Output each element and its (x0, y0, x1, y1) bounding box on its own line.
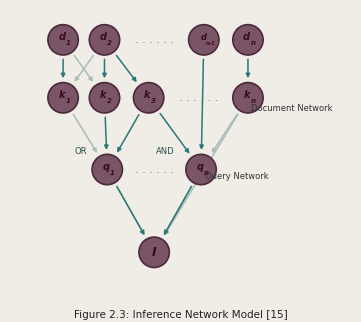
Text: 1: 1 (110, 170, 115, 176)
Circle shape (48, 25, 78, 55)
Text: q: q (103, 162, 109, 172)
Text: Query Network: Query Network (205, 172, 269, 181)
Text: 2: 2 (107, 40, 112, 46)
Circle shape (186, 154, 216, 185)
Circle shape (233, 83, 263, 113)
Text: n: n (204, 170, 209, 176)
Text: OR: OR (74, 147, 87, 156)
Circle shape (48, 83, 78, 113)
Circle shape (134, 83, 164, 113)
Text: n: n (251, 98, 256, 104)
Text: n: n (251, 40, 256, 46)
Text: n-1: n-1 (206, 42, 216, 46)
Text: k: k (144, 90, 151, 100)
Circle shape (189, 25, 219, 55)
Text: Document Network: Document Network (251, 104, 332, 113)
Circle shape (233, 25, 263, 55)
Circle shape (89, 83, 119, 113)
Text: . . . . . .: . . . . . . (135, 35, 174, 45)
Text: d: d (243, 32, 250, 42)
Circle shape (89, 25, 119, 55)
Text: q: q (196, 162, 203, 172)
Text: Figure 2.3: Inference Network Model [15]: Figure 2.3: Inference Network Model [15] (74, 310, 287, 320)
Text: . . . . . .: . . . . . . (135, 165, 174, 175)
Text: 2: 2 (107, 98, 112, 104)
Text: d: d (58, 32, 65, 42)
Text: AND: AND (156, 147, 175, 156)
Text: d: d (201, 33, 207, 42)
Circle shape (139, 237, 169, 268)
Text: I: I (152, 246, 156, 259)
Circle shape (92, 154, 122, 185)
Text: 1: 1 (66, 40, 70, 46)
Text: . . . . . .: . . . . . . (179, 93, 218, 103)
Text: d: d (100, 32, 106, 42)
Text: 3: 3 (151, 98, 156, 104)
Text: k: k (100, 90, 106, 100)
Text: k: k (58, 90, 65, 100)
Text: k: k (243, 90, 250, 100)
Text: 1: 1 (66, 98, 70, 104)
